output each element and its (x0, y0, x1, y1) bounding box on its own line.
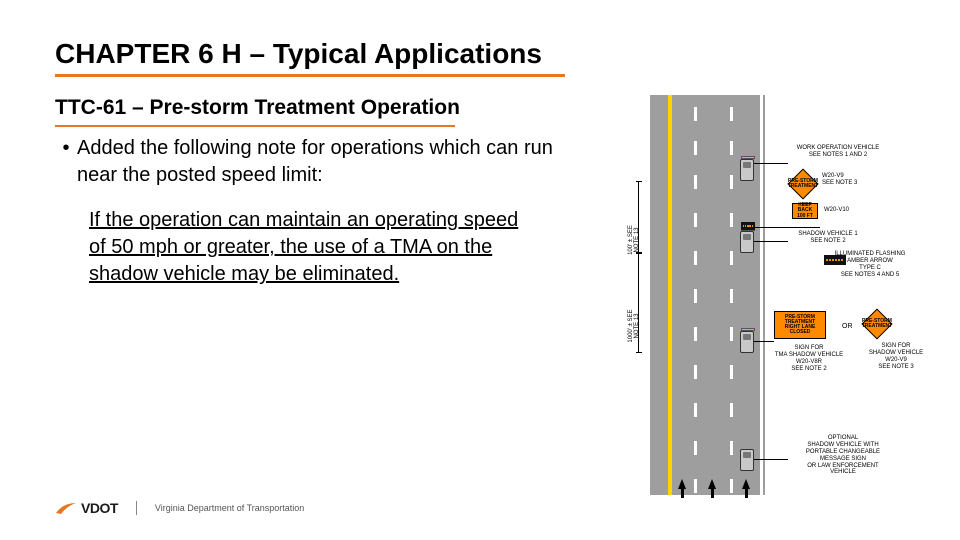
slide: CHAPTER 6 H – Typical Applications TTC-6… (0, 0, 960, 540)
lbl-work-vehicle: WORK OPERATION VEHICLE SEE NOTES 1 AND 2 (788, 145, 888, 159)
lane-dash (730, 403, 733, 417)
sign-prestorm: PRE-STORM TREATMENT (787, 168, 818, 199)
tma-shadow-vehicle (740, 331, 754, 353)
direction-arrow-icon (708, 479, 716, 489)
bullet-marker: • (55, 135, 77, 189)
lane-dash (730, 251, 733, 265)
lane-dash (730, 479, 733, 493)
leader-line (754, 241, 788, 242)
lane-dash (694, 441, 697, 455)
direction-arrow-icon (678, 479, 686, 489)
lane-dash (730, 213, 733, 227)
leader-line (754, 341, 774, 342)
lbl-tma-sign: SIGN FOR TMA SHADOW VEHICLE W20-V8R SEE … (774, 345, 844, 373)
lane-dash (694, 175, 697, 189)
dim-upper: 100' ± SEE NOTE 13 (638, 181, 639, 253)
text-column: TTC-61 – Pre-storm Treatment Operation •… (55, 95, 560, 495)
yellow-edge-line (668, 95, 672, 495)
direction-arrow-icon (742, 479, 750, 489)
lbl-shadow-sign: SIGN FOR SHADOW VEHICLE W20-V9 SEE NOTE … (866, 343, 926, 371)
leader-line (754, 459, 788, 460)
lane-dash (694, 327, 697, 341)
lane-dash (694, 107, 697, 121)
sign-prestorm-2: PRE-STORM TREATMENT (861, 308, 892, 339)
amber-lights-icon (741, 328, 755, 331)
left-shoulder (650, 95, 668, 495)
arrow-board-icon (741, 222, 755, 230)
content-row: TTC-61 – Pre-storm Treatment Operation •… (55, 95, 910, 495)
lane-dash (730, 441, 733, 455)
lane-dash (694, 403, 697, 417)
sign-keepback-code: W20-V10 (824, 207, 884, 214)
lane-dash (730, 141, 733, 155)
bullet-item: • Added the following note for operation… (55, 135, 560, 189)
white-edge-line (760, 95, 763, 495)
dim-lower: 1000' ± SEE NOTE 13 (638, 253, 639, 353)
page-title: CHAPTER 6 H – Typical Applications (55, 38, 910, 70)
shadow-vehicle-1 (740, 231, 754, 253)
lbl-shadow-1: SHADOW VEHICLE 1 SEE NOTE 2 (788, 231, 868, 245)
sign-rightlane: PRE-STORM TREATMENT RIGHT LANE CLOSED (774, 311, 826, 339)
lane-dash (694, 141, 697, 155)
lane-dash (730, 107, 733, 121)
leader-line (754, 227, 820, 228)
or-label: OR (842, 323, 853, 330)
optional-shadow-vehicle (740, 449, 754, 471)
swoosh-icon (55, 501, 77, 515)
ttc-diagram: 100' ± SEE NOTE 131000' ± SEE NOTE 13 WOR… (590, 95, 910, 495)
footer-divider (136, 501, 137, 515)
subheading: TTC-61 – Pre-storm Treatment Operation (55, 95, 560, 121)
title-underline (55, 74, 565, 77)
lane-dash (694, 289, 697, 303)
arrow-board-sample-icon (824, 255, 846, 265)
lane-dash (730, 175, 733, 189)
vdot-logo: VDOT (55, 500, 118, 516)
lane-dash (694, 213, 697, 227)
lane-dash (730, 289, 733, 303)
lane-dash (694, 479, 697, 493)
bullet-text: Added the following note for operations … (77, 135, 560, 189)
note-text: If the operation can maintain an operati… (89, 207, 539, 288)
sign-prestorm-code: W20-V9 SEE NOTE 3 (822, 173, 882, 187)
work-vehicle (740, 159, 754, 181)
lane-dash (694, 365, 697, 379)
lane-dash (730, 327, 733, 341)
footer-dept: Virginia Department of Transportation (155, 503, 304, 513)
subheading-underline (55, 125, 455, 127)
leader-line (754, 163, 788, 164)
lane-dash (730, 365, 733, 379)
sign-keepback: KEEP BACK 100 FT (792, 203, 818, 219)
footer: VDOT Virginia Department of Transportati… (55, 500, 304, 516)
logo-text: VDOT (81, 500, 118, 516)
amber-lights-icon (741, 156, 755, 159)
lbl-optional: OPTIONAL SHADOW VEHICLE WITH PORTABLE CH… (788, 435, 898, 476)
lane-dash (694, 251, 697, 265)
